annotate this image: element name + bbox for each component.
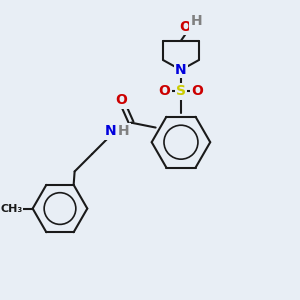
Text: CH₃: CH₃ <box>0 203 22 214</box>
Text: H: H <box>191 14 203 28</box>
Text: N: N <box>175 63 187 77</box>
Text: H: H <box>118 124 129 139</box>
Text: O: O <box>158 85 170 98</box>
Text: N: N <box>105 124 116 139</box>
Text: O: O <box>179 20 191 34</box>
Text: O: O <box>192 85 203 98</box>
Text: O: O <box>116 93 128 107</box>
Text: S: S <box>176 85 186 98</box>
